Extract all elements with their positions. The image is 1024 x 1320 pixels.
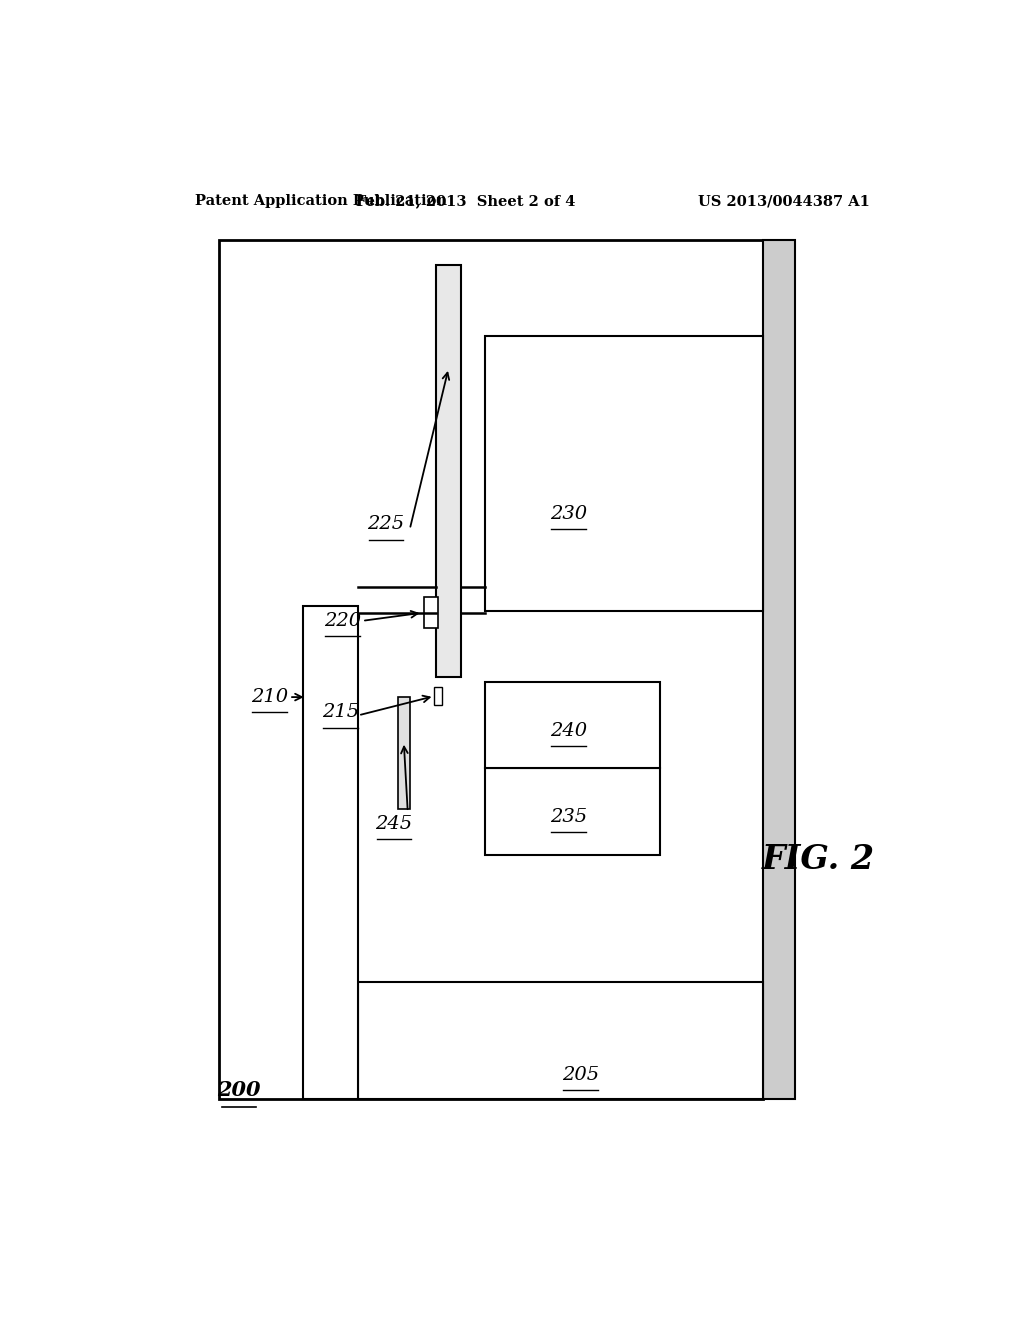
Text: 235: 235: [550, 808, 587, 826]
Text: Feb. 21, 2013  Sheet 2 of 4: Feb. 21, 2013 Sheet 2 of 4: [355, 194, 574, 209]
Text: 210: 210: [251, 688, 288, 706]
Bar: [303, 606, 358, 1098]
Text: 215: 215: [323, 704, 359, 721]
Text: 245: 245: [375, 816, 413, 833]
Bar: [397, 697, 410, 809]
Bar: [436, 265, 462, 677]
Bar: [219, 240, 763, 1098]
Text: Patent Application Publication: Patent Application Publication: [196, 194, 447, 209]
Text: US 2013/0044387 A1: US 2013/0044387 A1: [698, 194, 870, 209]
Bar: [358, 982, 763, 1098]
Text: 200: 200: [217, 1081, 261, 1101]
Bar: [485, 768, 659, 854]
Text: FIG. 2: FIG. 2: [762, 843, 874, 876]
Bar: [434, 686, 442, 705]
Bar: [763, 240, 795, 1098]
Text: 220: 220: [324, 612, 360, 630]
Text: 205: 205: [562, 1067, 599, 1084]
Bar: [424, 598, 438, 628]
Bar: [485, 682, 659, 768]
Text: 240: 240: [550, 722, 587, 739]
Text: 230: 230: [550, 506, 587, 523]
Text: 225: 225: [368, 515, 404, 533]
Bar: [485, 337, 763, 611]
